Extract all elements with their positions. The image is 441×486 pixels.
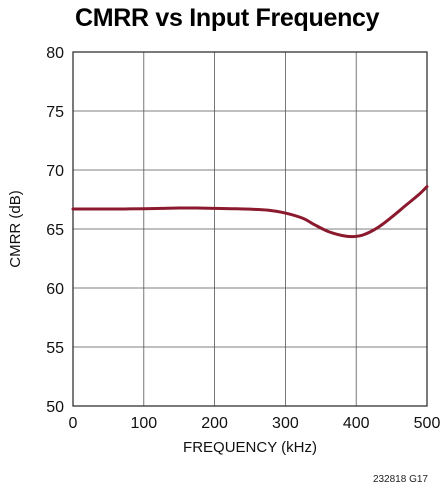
x-tick-label: 0 [69,415,78,432]
y-tick-label: 75 [46,104,64,121]
y-tick-label: 55 [46,340,64,357]
x-axis-title: FREQUENCY (kHz) [183,439,317,456]
x-tick-label: 400 [343,415,370,432]
plot-frame [72,51,428,407]
cmrr-series-line [71,185,429,239]
x-tick-label: 100 [130,415,157,432]
y-tick-label: 60 [46,281,64,298]
y-tick-label: 80 [46,45,64,62]
x-tick-label: 200 [201,415,228,432]
y-tick-label: 50 [46,399,64,416]
grid-lines [73,52,427,406]
chart-title: CMRR vs Input Frequency [75,4,380,32]
figure-code: 232818 G17 [372,474,428,485]
tick-labels: 0 100 200 300 400 500 50 55 60 65 70 75 80 [46,45,440,432]
x-tick-label: 300 [272,415,299,432]
y-tick-label: 65 [46,222,64,239]
y-axis-title: CMRR (dB) [7,190,24,268]
y-tick-label: 70 [46,163,64,180]
x-tick-label: 500 [414,415,441,432]
